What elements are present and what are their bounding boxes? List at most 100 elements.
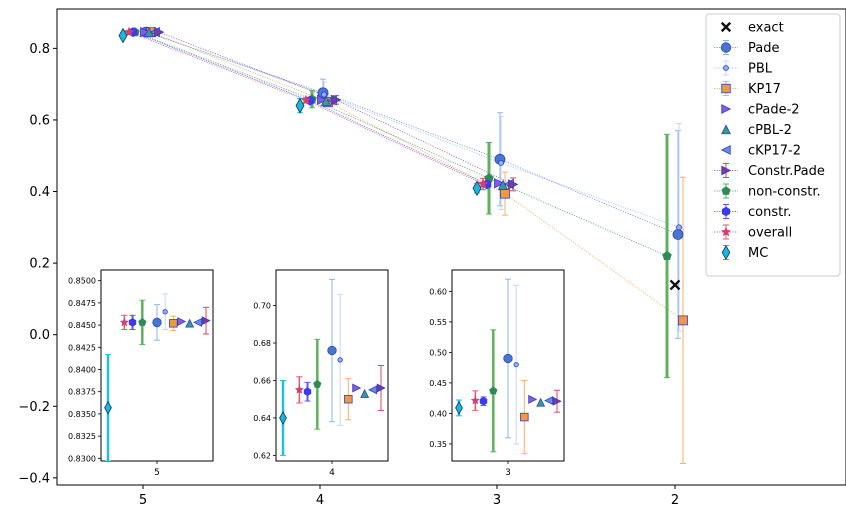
inset-marker-overall	[119, 317, 130, 327]
marker-Constr.Pade	[508, 179, 519, 190]
legend-marker-constr.	[721, 206, 731, 217]
series-line-constr.	[132, 31, 488, 185]
legend-label: overall	[748, 226, 792, 241]
marker-MC	[295, 97, 305, 114]
legend-marker-cPade-2	[721, 104, 732, 114]
inset-y-tick-label: 0.64	[253, 414, 271, 423]
inset-y-tick-label: 0.50	[429, 348, 447, 357]
inset-marker-overall	[294, 384, 305, 394]
y-tick-label: 0.6	[29, 113, 50, 128]
inset-y-tick-label: 0.8475	[68, 299, 96, 308]
y-tick-label: −0.2	[18, 400, 50, 415]
legend-label: KP17	[748, 82, 781, 97]
marker-Constr.Pade	[331, 94, 342, 106]
inset-y-tick-label: 0.8400	[68, 365, 96, 374]
inset-y-tick-label: 0.8375	[68, 388, 96, 397]
inset-y-tick-label: 0.8425	[68, 343, 96, 352]
marker-cPade-2	[317, 94, 328, 106]
marker-Pade	[672, 229, 684, 240]
legend-marker-overall	[720, 226, 732, 237]
inset-marker-PBL	[162, 309, 168, 315]
inset-marker-PBL	[337, 357, 343, 363]
inset-marks	[104, 293, 211, 461]
legend-marker-Constr.Pade	[721, 165, 732, 176]
marker-KP17	[678, 315, 688, 326]
marker-non-constr.	[662, 250, 672, 260]
legend-label: Pade	[748, 41, 779, 56]
legend-label: cPBL-2	[748, 123, 792, 138]
x-tick-label: 5	[139, 493, 147, 506]
inset-marker-non-constr.	[138, 318, 147, 326]
legend-marker-PBL	[723, 65, 729, 71]
x-tick-label: 4	[316, 493, 324, 506]
inset-marker-MC	[455, 401, 463, 415]
x-tick-label: 3	[493, 493, 501, 506]
inset-marker-Pade	[152, 317, 162, 328]
inset-y-tick-label: 0.8300	[68, 454, 96, 463]
legend: exact Pade PBL KP17 cPade-2 cPBL-2 cKP17-2 Cons…	[705, 13, 841, 277]
legend-marker-Pade	[720, 42, 732, 53]
legend-frame	[705, 13, 841, 277]
series-line-non-constr.	[134, 31, 668, 257]
inset-marker-cPBL-2	[185, 318, 195, 328]
series-line-Pade	[145, 31, 679, 235]
inset-marker-cPade-2	[177, 317, 187, 326]
inset-marker-cKP17-2	[544, 396, 554, 406]
inset-marker-cPBL-2	[536, 397, 546, 407]
legend-marker-KP17	[721, 83, 731, 94]
inset-marker-Pade	[327, 345, 337, 356]
inset-marker-overall	[470, 395, 481, 405]
marker-PBL	[676, 224, 683, 231]
marker-PBL	[320, 91, 327, 98]
legend-marker-cPBL-2	[721, 124, 731, 135]
inset-y-tick-label: 0.35	[429, 440, 447, 449]
marker-KP17	[500, 188, 510, 199]
marker-MC	[118, 27, 128, 44]
inset-marker-PBL	[513, 361, 519, 368]
legend-marker-cKP17-2	[720, 145, 731, 155]
series-lines	[128, 31, 684, 321]
inset-marker-cPade-2	[352, 383, 362, 393]
inset-y-tick-label: 0.8325	[68, 432, 96, 441]
inset-y-tick-label: 0.66	[253, 376, 271, 385]
inset-marks	[455, 278, 562, 455]
series-marks	[118, 26, 688, 465]
legend-label: constr.	[748, 205, 792, 220]
marker-Constr.Pade	[154, 26, 165, 38]
legend-marker-non-constr.	[721, 186, 731, 195]
inset-frame	[100, 269, 214, 462]
series-line-Constr.Pade	[158, 31, 514, 185]
legend-label: PBL	[748, 62, 773, 77]
marker-overall	[300, 94, 312, 105]
inset-marker-KP17	[344, 394, 353, 404]
inset-y-tick-label: 0.40	[429, 409, 447, 418]
y-tick-label: −0.4	[18, 471, 50, 486]
inset-y-tick-label: 0.8500	[68, 277, 96, 286]
inset-4: 0.62 0.64 0.66 0.68 0.70 4	[253, 269, 389, 478]
inset-x-tick-label: 3	[505, 468, 511, 478]
inset-marker-cKP17-2	[193, 317, 203, 327]
legend-label: Constr.Pade	[748, 164, 825, 179]
legend-marker-MC	[721, 245, 731, 260]
marker-cPade-2	[140, 26, 151, 38]
legend-label: non-constr.	[748, 185, 821, 200]
inset-marker-Constr.Pade	[201, 316, 211, 326]
marker-exact	[669, 279, 681, 291]
inset-y-tick-label: 0.8450	[68, 321, 96, 330]
inset-marker-MC	[104, 400, 112, 415]
marker-MC	[472, 180, 482, 197]
legend-label: cPade-2	[748, 103, 800, 118]
marker-overall	[123, 26, 135, 37]
inset-marker-Pade	[503, 353, 513, 364]
inset-marker-non-constr.	[313, 379, 322, 388]
inset-x-tick-label: 4	[329, 468, 335, 478]
inset-marker-Constr.Pade	[376, 383, 386, 393]
y-tick-label: 0.2	[29, 257, 50, 272]
inset-y-tick-label: 0.60	[429, 287, 447, 296]
legend-label: exact	[748, 21, 784, 36]
inset-marker-non-constr.	[489, 386, 498, 395]
marker-overall	[477, 178, 489, 189]
series-line-PBL	[146, 31, 680, 228]
inset-marker-cPade-2	[528, 394, 538, 404]
